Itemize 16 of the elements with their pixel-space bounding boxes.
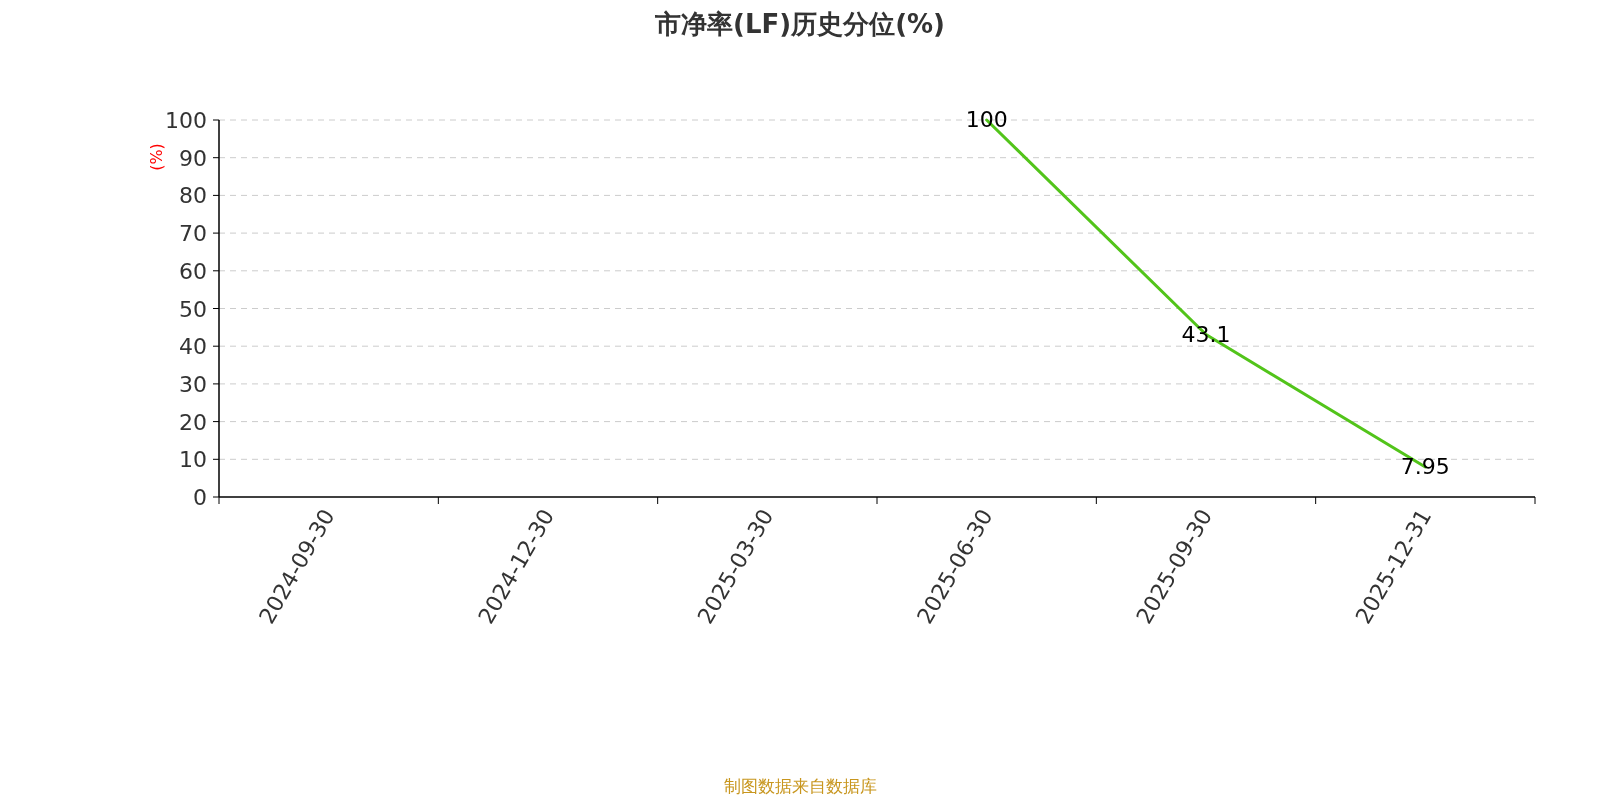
y-tick-label: 100 (165, 108, 207, 133)
y-tick-label: 30 (179, 371, 207, 397)
y-tick-label: 90 (179, 145, 207, 171)
y-tick-label: 50 (179, 296, 207, 322)
y-tick-label: 40 (179, 334, 207, 360)
y-tick-label: 10 (179, 447, 207, 473)
y-tick-label: 20 (179, 409, 207, 435)
y-tick-label: 70 (179, 221, 207, 247)
text: 制图数据来自数据库 (723, 776, 877, 796)
y-tick-label: 0 (193, 485, 207, 510)
y-tick-label: 80 (179, 183, 207, 209)
y-tick-label: 60 (179, 258, 207, 284)
data-label: 7.95 (1400, 454, 1450, 480)
chart-title: 市净率(LF)历史分位(%) (654, 9, 945, 39)
data-label: 100 (965, 107, 1008, 132)
y-axis-title: (%) (147, 143, 166, 171)
